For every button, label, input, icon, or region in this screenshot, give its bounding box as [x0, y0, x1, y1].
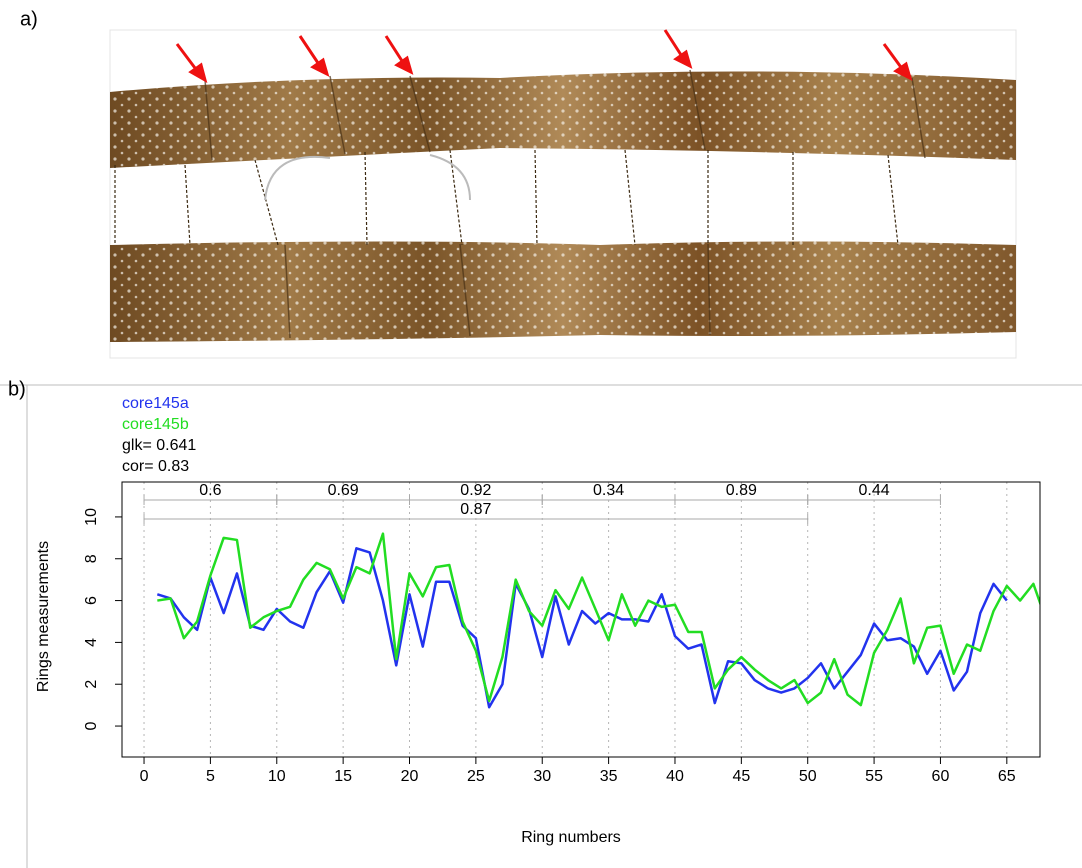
segment-correlation: 0.44 — [859, 482, 890, 499]
annotation: cor= 0.83 — [122, 458, 189, 475]
y-tick-label: 10 — [83, 508, 100, 526]
page: a) b) core145a core145b glk= 0.641 cor= 0.8… — [0, 0, 1082, 868]
x-tick-label: 15 — [334, 768, 352, 785]
series-line — [157, 548, 1007, 707]
y-tick-label: 0 — [83, 722, 100, 731]
segment-correlation: 0.89 — [726, 482, 757, 499]
x-tick-label: 35 — [600, 768, 618, 785]
x-tick-label: 45 — [732, 768, 750, 785]
segment-correlation: 0.6 — [199, 482, 221, 499]
x-tick-label: 20 — [401, 768, 419, 785]
x-tick-label: 25 — [467, 768, 485, 785]
legend-entry: core145a — [122, 395, 189, 412]
x-tick-label: 65 — [998, 768, 1016, 785]
segment-correlation: 0.34 — [593, 482, 624, 499]
segment-correlation: 0.69 — [328, 482, 359, 499]
x-tick-label: 0 — [140, 768, 149, 785]
figure: a) b) core145a core145b glk= 0.641 cor= 0.8… — [0, 0, 1082, 868]
panel-label: b) — [8, 378, 26, 400]
x-tick-label: 30 — [533, 768, 551, 785]
x-tick-label: 60 — [932, 768, 950, 785]
y-tick-label: 8 — [83, 554, 100, 563]
x-tick-label: 55 — [865, 768, 883, 785]
line-chart: core145a core145b glk= 0.641 cor= 0.83 0 5 10 1… — [35, 395, 1046, 846]
plot-area — [157, 534, 1046, 708]
panel-label: a) — [20, 8, 38, 30]
y-axis-label: Rings measurements — [35, 541, 52, 692]
x-tick-label: 5 — [206, 768, 215, 785]
x-tick-label: 50 — [799, 768, 817, 785]
wood-photo — [110, 30, 1016, 358]
y-tick-label: 6 — [83, 596, 100, 605]
y-tick-label: 4 — [83, 638, 100, 647]
y-tick-label: 2 — [83, 680, 100, 689]
x-tick-label: 40 — [666, 768, 684, 785]
segment-correlation: 0.87 — [460, 501, 491, 518]
segment-correlation: 0.92 — [460, 482, 491, 499]
annotation: glk= 0.641 — [122, 437, 196, 454]
legend-entry: core145b — [122, 416, 189, 433]
x-tick-label: 10 — [268, 768, 286, 785]
x-axis-label: Ring numbers — [521, 829, 621, 846]
